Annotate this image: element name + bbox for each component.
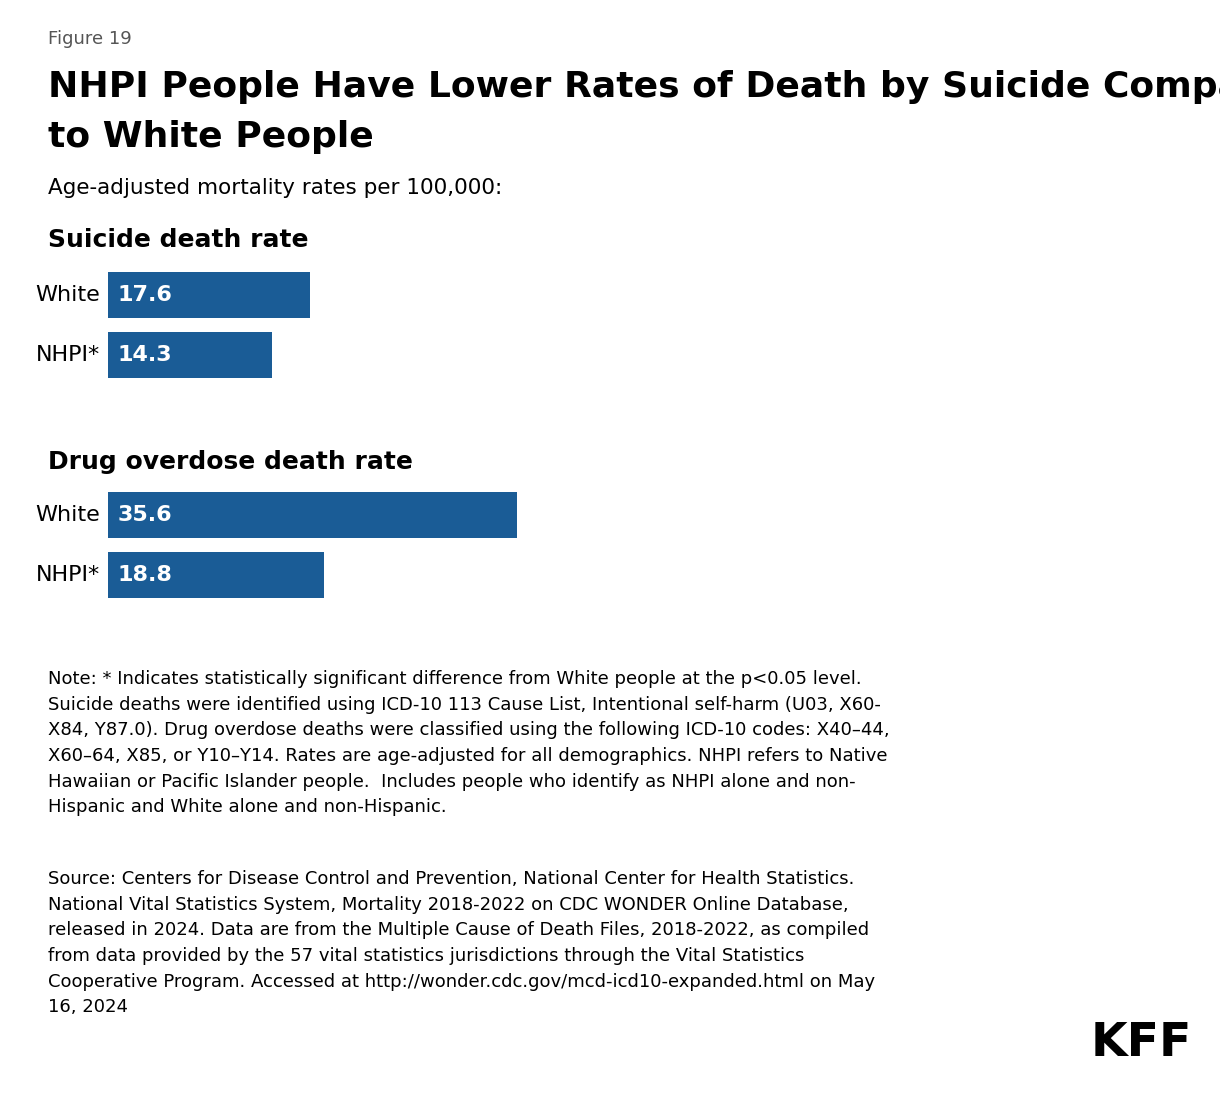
- Text: NHPI*: NHPI*: [35, 345, 100, 365]
- Text: Suicide death rate: Suicide death rate: [48, 228, 309, 252]
- Text: 18.8: 18.8: [118, 565, 173, 585]
- Text: Age-adjusted mortality rates per 100,000:: Age-adjusted mortality rates per 100,000…: [48, 178, 503, 198]
- Text: to White People: to White People: [48, 120, 373, 154]
- Text: White: White: [35, 286, 100, 305]
- Text: 14.3: 14.3: [118, 345, 172, 365]
- Text: White: White: [35, 505, 100, 525]
- Text: Note: * Indicates statistically significant difference from White people at the : Note: * Indicates statistically signific…: [48, 670, 889, 816]
- Text: NHPI People Have Lower Rates of Death by Suicide Compared: NHPI People Have Lower Rates of Death by…: [48, 70, 1220, 104]
- Bar: [109, 331, 272, 379]
- Text: 35.6: 35.6: [118, 505, 172, 525]
- Bar: [109, 552, 325, 598]
- Text: Figure 19: Figure 19: [48, 30, 132, 48]
- Text: Drug overdose death rate: Drug overdose death rate: [48, 450, 412, 474]
- Text: 17.6: 17.6: [118, 286, 173, 305]
- Bar: [109, 492, 517, 538]
- Text: NHPI*: NHPI*: [35, 565, 100, 585]
- Bar: [109, 272, 310, 318]
- Text: Source: Centers for Disease Control and Prevention, National Center for Health S: Source: Centers for Disease Control and …: [48, 870, 875, 1016]
- Text: KFF: KFF: [1091, 1021, 1192, 1066]
